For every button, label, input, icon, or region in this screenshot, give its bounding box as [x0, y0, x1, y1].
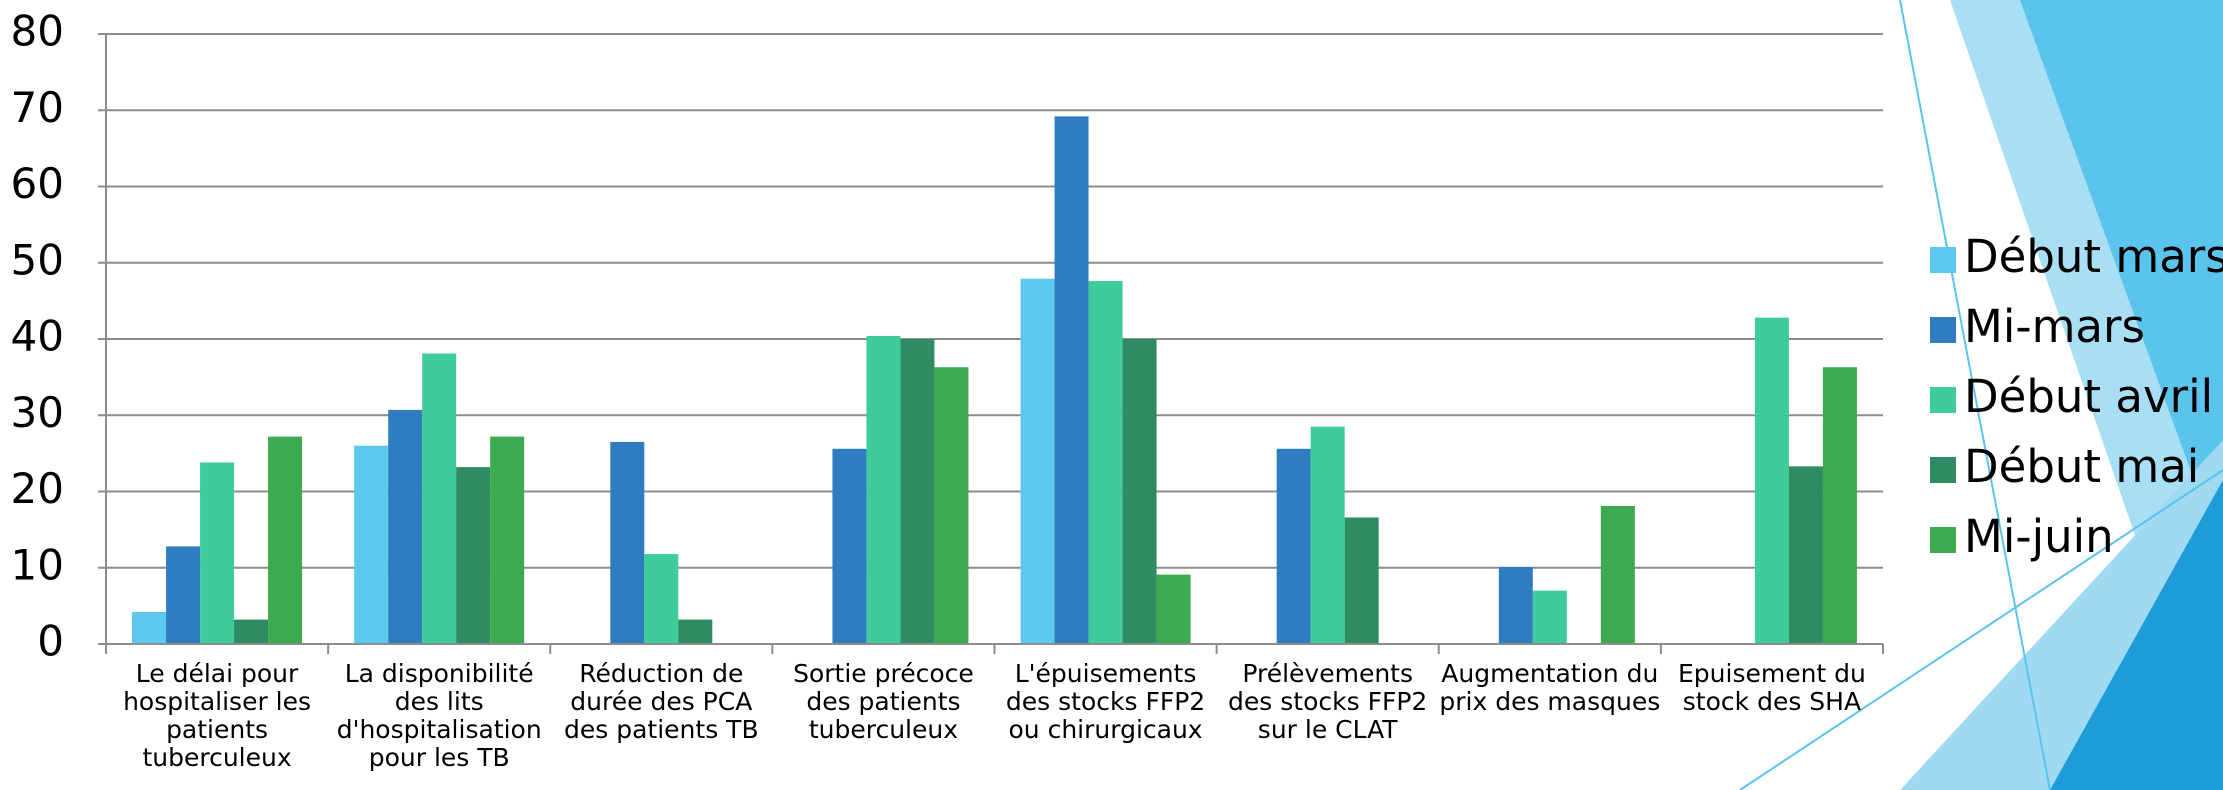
x-tick-label: Sortie précoce des patients tuberculeux	[793, 659, 974, 744]
legend-swatch	[1930, 247, 1956, 273]
legend-label: Mi-juin	[1964, 510, 2114, 563]
bar	[1822, 367, 1857, 644]
bar	[866, 335, 901, 644]
legend-label: Début mars	[1964, 230, 2223, 283]
legend-label: Début avril	[1964, 370, 2213, 423]
y-tick-label: 40	[11, 312, 64, 361]
bar	[456, 467, 491, 644]
bar	[354, 445, 389, 644]
y-tick-label: 20	[11, 464, 64, 513]
legend-swatch	[1930, 457, 1956, 483]
bar	[832, 448, 867, 644]
bar	[268, 436, 303, 644]
bar	[1276, 448, 1311, 644]
x-tick-label: L'épuisements des stocks FFP2 ou chirurg…	[1005, 659, 1206, 744]
bar	[1310, 426, 1345, 644]
bar	[1344, 517, 1379, 644]
bar	[490, 436, 525, 644]
bar	[388, 409, 423, 644]
legend-label: Début mai	[1964, 440, 2199, 493]
bar	[678, 619, 713, 644]
bar	[1054, 116, 1089, 645]
x-tick-label: La disponibilité des lits d'hospitalisat…	[336, 659, 542, 772]
y-tick-label: 80	[11, 7, 64, 56]
legend-swatch	[1930, 387, 1956, 413]
bar	[1754, 317, 1789, 644]
bar	[900, 339, 935, 644]
x-tick-label: Augmentation du prix des masques	[1439, 659, 1661, 716]
bar	[934, 367, 969, 644]
y-tick-label: 70	[11, 83, 64, 132]
bar	[422, 353, 457, 644]
bar	[1498, 566, 1533, 644]
x-tick-label: Prélèvements des stocks FFP2 sur le CLAT	[1228, 659, 1428, 744]
y-tick-label: 10	[11, 540, 64, 589]
background-decoration	[1739, 0, 2223, 790]
bar	[1156, 574, 1191, 644]
bar	[644, 554, 679, 644]
x-tick-label: Le délai pour hospitaliser les patients …	[123, 659, 312, 772]
bar	[200, 462, 235, 644]
y-tick-label: 0	[37, 617, 64, 666]
bar	[1020, 278, 1055, 644]
legend-label: Mi-mars	[1964, 300, 2145, 353]
legend-swatch	[1930, 317, 1956, 343]
bar	[234, 619, 269, 644]
bar	[610, 441, 645, 644]
legend-swatch	[1930, 527, 1956, 553]
bar	[166, 546, 201, 644]
bar	[1122, 339, 1157, 644]
x-tick-label: Epuisement du stock des SHA	[1677, 659, 1866, 716]
bar	[1600, 505, 1635, 644]
bar	[132, 611, 167, 644]
bar	[1788, 466, 1823, 644]
y-tick-label: 50	[11, 235, 64, 284]
y-tick-label: 60	[11, 159, 64, 208]
y-tick-label: 30	[11, 388, 64, 437]
x-tick-label: Réduction de durée des PCA des patients …	[564, 659, 759, 744]
bar	[1532, 590, 1567, 644]
bar	[1088, 281, 1123, 644]
